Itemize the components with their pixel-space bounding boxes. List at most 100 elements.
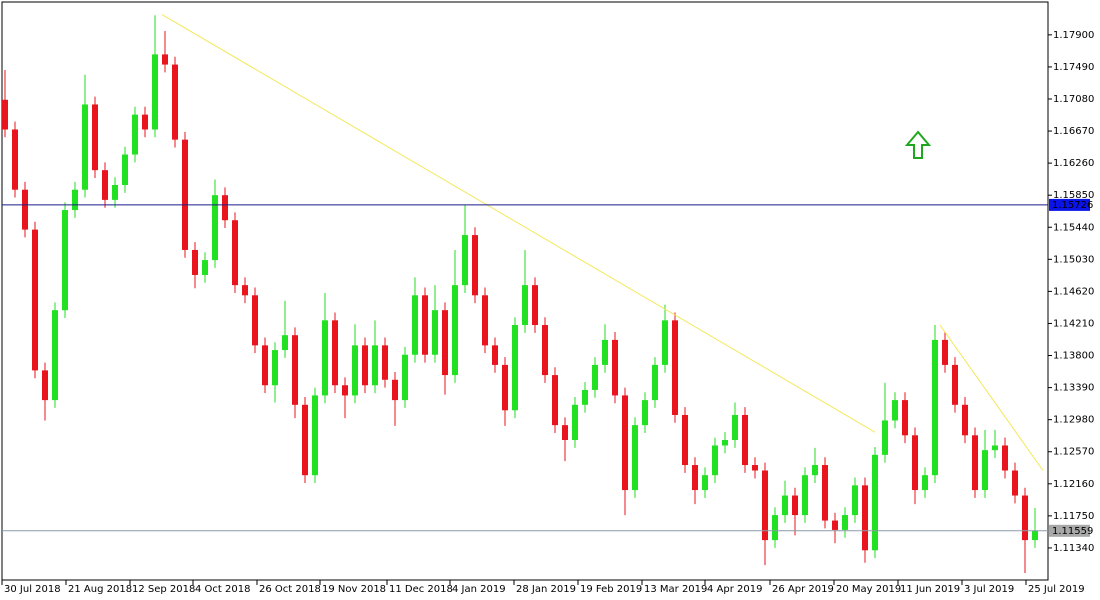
candle-body (772, 515, 778, 541)
x-tick-label: 4 Jan 2019 (452, 584, 506, 595)
candle-body (942, 339, 948, 365)
x-tick-label: 21 Aug 2018 (68, 584, 132, 595)
candle-body (1002, 445, 1008, 471)
candle-body (472, 235, 478, 296)
candle-body (742, 414, 748, 466)
candle-body (82, 104, 88, 190)
x-tick-label: 30 Jul 2018 (4, 584, 61, 595)
candle-body (592, 364, 598, 390)
candle-body (602, 339, 608, 365)
x-tick-label: 19 Feb 2019 (580, 584, 642, 595)
candle-body (652, 364, 658, 401)
candle-body (92, 104, 98, 171)
candle-body (322, 320, 328, 396)
candle-body (672, 320, 678, 415)
candle-body (572, 404, 578, 440)
candle-body (562, 425, 568, 440)
candle-body (532, 285, 538, 326)
y-tick-label: 1.13800 (1053, 351, 1094, 362)
x-tick-label: 13 Mar 2019 (644, 584, 707, 595)
candle-body (292, 335, 298, 405)
candle-body (142, 114, 148, 130)
candle-body (732, 414, 738, 440)
candle-body (452, 285, 458, 376)
candle-body (272, 350, 278, 386)
candle-body (22, 189, 28, 230)
y-tick-label: 1.11750 (1053, 511, 1094, 522)
candle-body (102, 170, 108, 200)
y-tick-label: 1.15850 (1053, 190, 1094, 201)
candle-body (352, 345, 358, 396)
level-label: 1.15726 (1052, 200, 1093, 211)
candle-body (902, 400, 908, 436)
candle-body (642, 400, 648, 426)
candle-body (872, 454, 878, 551)
y-tick-label: 1.12160 (1053, 479, 1094, 490)
candle-body (892, 400, 898, 421)
candle-body (842, 515, 848, 530)
candle-body (332, 320, 338, 386)
candle-body (932, 339, 938, 476)
x-tick-label: 28 Jan 2019 (516, 584, 576, 595)
x-tick-label: 19 Nov 2018 (322, 584, 386, 595)
candle-body (882, 420, 888, 455)
x-tick-label: 4 Oct 2018 (195, 584, 250, 595)
candle-body (112, 185, 118, 200)
candle-body (542, 325, 548, 376)
candle-body (1032, 530, 1038, 541)
candle-body (702, 475, 708, 491)
candle-body (792, 495, 798, 516)
candle-body (482, 295, 488, 346)
candle-body (682, 414, 688, 466)
candle-body (32, 229, 38, 371)
level-label: 1.11559 (1052, 526, 1093, 537)
x-tick-label: 11 Jun 2019 (900, 584, 960, 595)
candle-body (372, 345, 378, 386)
candle-body (182, 139, 188, 250)
candle-body (312, 395, 318, 476)
candle-body (262, 345, 268, 386)
candle-body (442, 310, 448, 376)
y-tick-label: 1.12570 (1053, 447, 1094, 458)
arrow-icon (904, 130, 932, 159)
trendline (939, 324, 1044, 471)
candle-body (412, 295, 418, 355)
candle-body (242, 285, 248, 296)
candle-body (622, 395, 628, 491)
candle-body (662, 320, 668, 365)
candle-body (2, 99, 8, 130)
y-tick-label: 1.17900 (1053, 30, 1094, 41)
x-tick-label: 20 May 2019 (836, 584, 901, 595)
candle-body (382, 345, 388, 380)
candle-body (782, 495, 788, 516)
y-tick-label: 1.17080 (1053, 94, 1094, 105)
y-tick-label: 1.13390 (1053, 383, 1094, 394)
candle-body (982, 450, 988, 491)
y-tick-label: 1.14210 (1053, 318, 1094, 329)
candle-body (202, 260, 208, 275)
candle-body (212, 195, 218, 261)
candle-body (852, 485, 858, 516)
candle-body (362, 345, 368, 386)
candle-body (42, 370, 48, 401)
candle-body (162, 54, 168, 65)
candle-body (972, 435, 978, 491)
candle-body (692, 465, 698, 491)
level-label-box (1049, 524, 1090, 537)
y-tick-label: 1.12980 (1053, 415, 1094, 426)
candle-body (492, 345, 498, 365)
level-label-box (1049, 198, 1090, 211)
candle-body (122, 154, 128, 186)
candle-body (992, 445, 998, 451)
candle-body (342, 385, 348, 396)
candle-body (722, 439, 728, 446)
candle-body (802, 475, 808, 516)
candle-body (72, 189, 78, 211)
candle-body (192, 249, 198, 275)
candle-body (832, 520, 838, 530)
candle-body (762, 470, 768, 541)
x-tick-label: 26 Apr 2019 (772, 584, 834, 595)
candle-body (132, 114, 138, 155)
candle-body (712, 445, 718, 476)
